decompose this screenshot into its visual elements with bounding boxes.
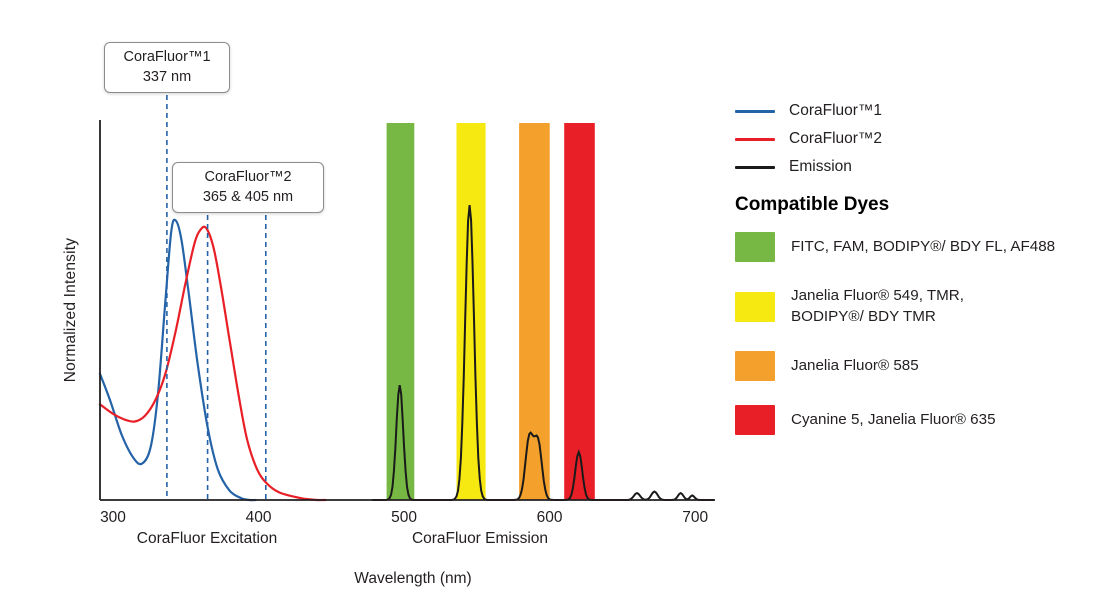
- curve-corafluor1-excitation: [98, 218, 257, 502]
- spectra-chart: 300 400 500 600 700: [98, 86, 715, 526]
- emission-line-swatch: [735, 165, 775, 169]
- x-axis-label: Wavelength (nm): [354, 570, 472, 587]
- x-tick-700: 700: [682, 509, 708, 526]
- yellow-dye-swatch: [735, 291, 775, 322]
- callout-corafluor2-title: CoraFluor™2: [204, 169, 292, 185]
- x-section-label-emission: CoraFluor Emission: [411, 530, 549, 547]
- red-dye-swatch: [735, 405, 775, 436]
- legend-item-corafluor1: CoraFluor™1: [735, 102, 1107, 120]
- x-tick-300: 300: [100, 509, 126, 526]
- dye-list: FITC, FAM, BODIPY®/ BDY FL, AF488 Janeli…: [735, 232, 1107, 436]
- x-tick-400: 400: [246, 509, 272, 526]
- callout-corafluor1: CoraFluor™1 337 nm: [104, 42, 230, 94]
- legend-panel: CoraFluor™1 CoraFluor™2 Emission Compati…: [735, 102, 1107, 459]
- dye-item-orange: Janelia Fluor® 585: [735, 351, 1107, 382]
- green-dye-swatch: [735, 232, 775, 262]
- dye-label: FITC, FAM, BODIPY®/ BDY FL, AF488: [791, 237, 1056, 255]
- x-tick-600: 600: [537, 509, 563, 526]
- filter-band-orange: [519, 123, 550, 500]
- curve-corafluor2-excitation: [98, 225, 327, 502]
- legend-label: CoraFluor™1: [789, 102, 883, 119]
- callout-corafluor2-value: 365 & 405 nm: [202, 188, 294, 205]
- legend: CoraFluor™1 CoraFluor™2 Emission: [735, 102, 1107, 176]
- callout-corafluor2: CoraFluor™2 365 & 405 nm: [172, 162, 324, 214]
- callout-corafluor1-value: 337 nm: [142, 68, 192, 85]
- compatible-dyes-heading: Compatible Dyes: [735, 194, 890, 215]
- y-axis-label: Normalized Intensity: [62, 237, 79, 383]
- dye-item-yellow: Janelia Fluor® 549, TMR, BODIPY®/ BDY TM…: [735, 286, 1107, 327]
- dye-item-green: FITC, FAM, BODIPY®/ BDY FL, AF488: [735, 232, 1107, 262]
- corafluor2-line-swatch: [735, 137, 775, 141]
- legend-item-emission: Emission: [735, 158, 1107, 176]
- filter-band-green: [386, 123, 415, 500]
- dye-label: Cyanine 5, Janelia Fluor® 635: [791, 410, 996, 428]
- legend-label: CoraFluor™2: [789, 130, 883, 147]
- dye-item-red: Cyanine 5, Janelia Fluor® 635: [735, 405, 1107, 436]
- legend-item-corafluor2: CoraFluor™2: [735, 130, 1107, 148]
- filter-band-red: [564, 123, 595, 500]
- x-section-label-excitation: CoraFluor Excitation: [136, 530, 278, 547]
- callout-corafluor1-title: CoraFluor™1: [123, 49, 211, 65]
- corafluor1-line-swatch: [735, 109, 775, 113]
- dye-label: Janelia Fluor® 585: [791, 356, 919, 374]
- orange-dye-swatch: [735, 351, 775, 382]
- x-tick-500: 500: [391, 509, 417, 526]
- legend-label: Emission: [789, 158, 852, 175]
- dye-label: Janelia Fluor® 549, TMR, BODIPY®/ BDY TM…: [791, 287, 964, 325]
